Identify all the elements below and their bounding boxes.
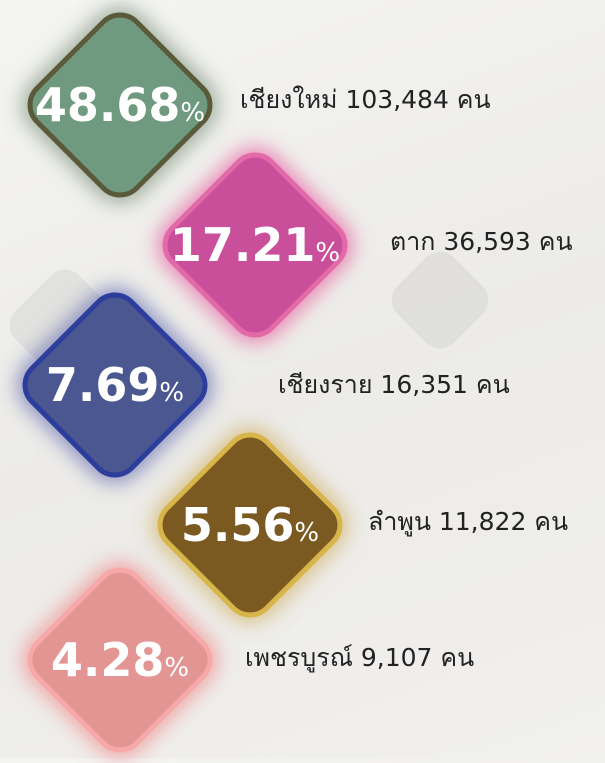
percent-value: 48.68 [35,78,181,132]
percentage: 48.68% [35,78,205,132]
percentage: 7.69% [46,358,184,412]
infographic: (() => { const data = JSON.parse(documen… [0,0,605,758]
percent-unit: % [180,98,205,128]
percentage: 5.56% [181,498,319,552]
percent-unit: % [159,378,184,408]
percentage: 17.21% [170,218,340,272]
percent-value: 5.56 [181,498,295,552]
percent-value: 7.69 [46,358,160,412]
percent-unit: % [315,238,340,268]
province-label: เพชรบูรณ์ 9,107 คน [245,638,474,678]
percent-value: 17.21 [170,218,316,272]
province-label: เชียงใหม่ 103,484 คน [240,80,491,120]
province-label: ลำพูน 11,822 คน [368,502,568,542]
province-label: เชียงราย 16,351 คน [278,365,510,405]
percent-unit: % [294,518,319,548]
percent-unit: % [164,653,189,683]
percentage: 4.28% [51,633,189,687]
percent-value: 4.28 [51,633,165,687]
province-label: ตาก 36,593 คน [390,222,573,262]
